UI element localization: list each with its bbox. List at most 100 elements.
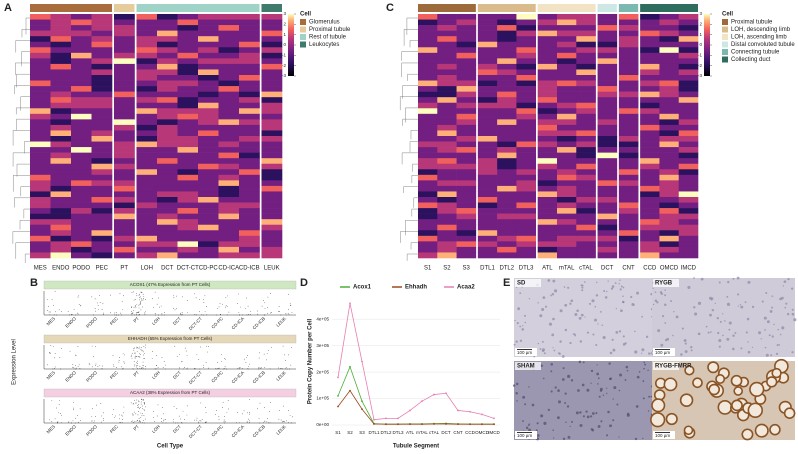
category-label: PEC [109, 369, 120, 380]
heatmap-cell [659, 174, 680, 181]
heatmap-cell [640, 86, 660, 92]
dot [259, 352, 260, 354]
heatmap-cell [537, 163, 558, 170]
dot [266, 359, 267, 361]
nucleus [552, 429, 555, 431]
heatmap-cell [618, 136, 639, 142]
heatmap-cell [198, 174, 219, 181]
heatmap-cell [114, 136, 135, 142]
nucleus [583, 281, 586, 283]
heatmap-cell [177, 235, 199, 242]
heatmap-cell [640, 147, 660, 153]
tubule [692, 377, 703, 389]
dot [227, 314, 229, 316]
heatmap-cell [437, 52, 457, 59]
heatmap-cell [218, 202, 240, 209]
heatmap-cell [218, 213, 240, 220]
dot [181, 361, 182, 363]
dot [137, 414, 139, 416]
dot [130, 402, 132, 404]
dot [131, 313, 132, 314]
dot [144, 358, 146, 359]
heatmap-cell [456, 124, 477, 131]
dot [285, 366, 287, 368]
heatmap-cell [177, 224, 199, 231]
nucleus [574, 334, 577, 337]
heatmap-cell [418, 130, 438, 137]
dot [173, 406, 175, 408]
dot [119, 418, 120, 420]
dot [228, 408, 229, 410]
heatmap-cell [576, 224, 596, 231]
heatmap-cell [537, 169, 558, 176]
dot [114, 417, 116, 418]
heatmap-cell [477, 202, 498, 209]
heatmap-cell [136, 47, 158, 54]
heatmap-cell [497, 213, 517, 220]
dot [137, 421, 139, 423]
dot [134, 356, 136, 358]
heatmap-cell [261, 86, 283, 92]
category-label: LEUK [275, 370, 287, 382]
dot [144, 353, 146, 354]
heatmap-cell [157, 69, 178, 76]
heatmap-cell [537, 230, 558, 237]
heatmap-cell [557, 174, 577, 181]
dot [176, 408, 178, 409]
dot [72, 409, 74, 411]
heatmap-cell [198, 252, 219, 259]
heatmap-cell [136, 75, 158, 81]
heatmap-cell [576, 197, 596, 203]
nucleus [576, 309, 579, 313]
heatmap-cell [659, 246, 680, 253]
heatmap-cell [157, 180, 178, 187]
heatmap-cell [218, 180, 240, 187]
nucleus [569, 341, 572, 345]
heatmap-cell [239, 147, 260, 153]
heatmap-cell [678, 191, 699, 198]
heatmap-cell [537, 185, 558, 192]
heatmap-cell [157, 152, 178, 159]
heatmap-cell [618, 30, 639, 37]
dot [138, 411, 139, 412]
legend-label: Connecting tubule [731, 50, 780, 56]
heatmap-cell [678, 113, 699, 120]
heatmap-cell [418, 80, 438, 87]
heatmap-cell [618, 80, 639, 87]
heatmap-cell [618, 14, 639, 20]
heatmap-cell [597, 191, 618, 198]
column-label: DCT-CT [177, 266, 199, 272]
nucleus [542, 296, 546, 300]
heatmap-cell [516, 97, 537, 104]
heatmap-cell [114, 235, 135, 242]
heatmap-cell [136, 152, 158, 159]
heatmap-cell [239, 113, 260, 120]
dot [138, 348, 140, 350]
dot [262, 422, 264, 424]
heatmap-cell [678, 47, 699, 54]
dot [143, 402, 145, 403]
heatmap-cell [437, 202, 457, 209]
dot [220, 314, 221, 315]
dot [176, 355, 178, 357]
heatmap-cell [576, 19, 596, 26]
dot [137, 360, 138, 362]
dot [75, 314, 77, 316]
dot [249, 420, 250, 422]
heatmap-cell [477, 63, 498, 70]
heatmap-cell [456, 197, 477, 203]
nucleus [736, 276, 740, 280]
heatmap-cell [114, 246, 135, 253]
nucleus [552, 437, 555, 439]
heatmap-cell [114, 86, 135, 92]
heatmap-cell [136, 63, 158, 70]
heatmap-cell [50, 147, 72, 153]
heatmap-cell [659, 136, 680, 142]
heatmap-cell [597, 30, 618, 37]
heatmap-cell [537, 75, 558, 81]
dot [269, 402, 271, 403]
heatmap-cell [418, 86, 438, 92]
nucleus [659, 291, 663, 294]
heatmap-cell [418, 119, 438, 126]
dot [266, 421, 268, 423]
